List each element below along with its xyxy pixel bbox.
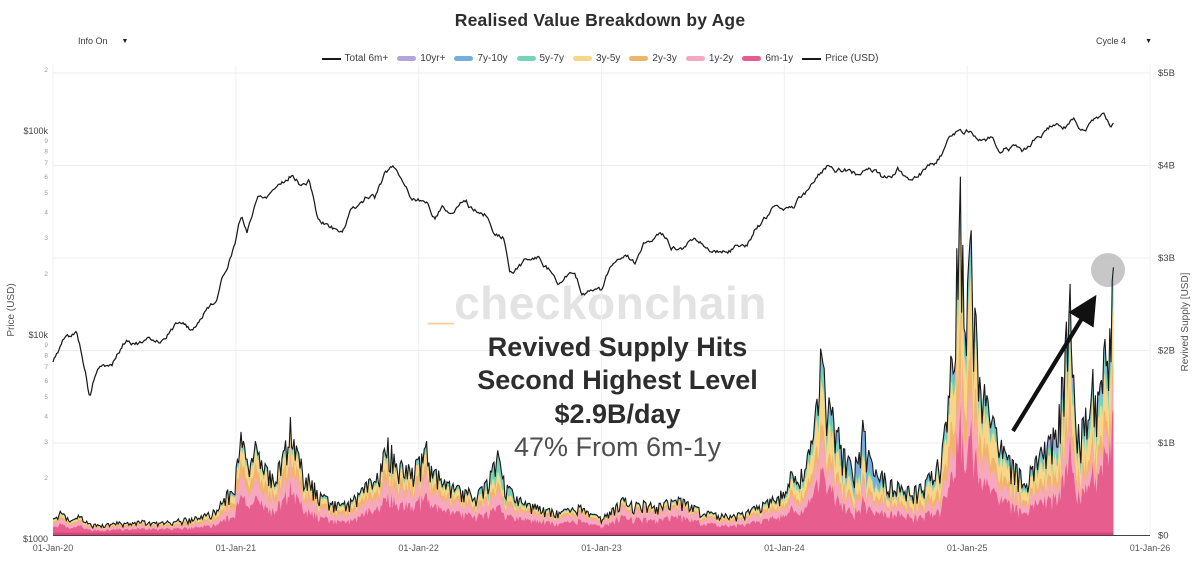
legend-item-3y-5y[interactable]: 3y-5y xyxy=(572,53,621,64)
legend-item-label: 2y-3y xyxy=(652,53,677,64)
legend-item-price-usd-[interactable]: Price (USD) xyxy=(802,53,878,64)
y-right-tick-label: $1B xyxy=(1158,438,1175,449)
y-left-minor-tick: 5 xyxy=(44,394,48,401)
legend-swatch-icon xyxy=(321,57,341,60)
legend-item-5y-7y[interactable]: 5y-7y xyxy=(516,53,564,64)
annotation-line-2: Second Highest Level xyxy=(477,365,758,396)
legend-item-label: 1y-2y xyxy=(708,53,734,64)
y-left-minor-tick: 6 xyxy=(44,378,48,385)
annotation-block: Revived Supply Hits Second Highest Level… xyxy=(390,331,845,465)
legend-swatch-icon xyxy=(742,56,762,61)
legend-item-6m-1y[interactable]: 6m-1y xyxy=(742,53,793,64)
y-left-minor-tick: 8 xyxy=(44,352,48,359)
legend-item-label: 7y-10y xyxy=(477,53,508,64)
y-right-tick-label: $5B xyxy=(1158,68,1175,79)
info-toggle-label: Info On xyxy=(78,36,108,46)
annotation-line-3: $2.9B/day xyxy=(554,398,681,429)
y-right-tick-label: $0 xyxy=(1158,531,1169,542)
annotation-line-1: Revived Supply Hits xyxy=(487,332,748,362)
legend-swatch-icon xyxy=(685,56,705,61)
legend-swatch-icon xyxy=(454,56,474,61)
y-right-tick-label: $2B xyxy=(1158,346,1175,357)
y-left-axis-title: Price (USD) xyxy=(6,283,17,336)
x-tick-label: 01-Jan-20 xyxy=(33,543,74,553)
x-tick-label: 01-Jan-21 xyxy=(216,543,257,553)
legend-swatch-icon xyxy=(802,57,822,60)
legend-item-10yr-[interactable]: 10yr+ xyxy=(397,53,445,64)
annotation-line-4: 47% From 6m-1y xyxy=(513,432,722,463)
y-left-minor-tick: 2 xyxy=(44,271,48,278)
legend-item-label: Total 6m+ xyxy=(344,53,389,64)
x-tick-label: 01-Jan-24 xyxy=(764,543,805,553)
y-left-minor-tick: 2 xyxy=(44,475,48,482)
watermark-text: checkonchain xyxy=(454,277,767,329)
y-left-minor-tick: 9 xyxy=(44,342,48,349)
chevron-down-icon: ▼ xyxy=(1145,37,1152,45)
y-left-minor-tick: 7 xyxy=(44,364,48,371)
chevron-down-icon: ▼ xyxy=(121,37,129,45)
y-left-minor-tick: 2 xyxy=(44,67,48,74)
y-left-tick-label: $1000 xyxy=(23,534,48,544)
legend-swatch-icon xyxy=(516,56,536,61)
x-tick-label: 01-Jan-22 xyxy=(398,543,439,553)
legend-item-label: 10yr+ xyxy=(420,53,446,64)
legend-swatch-icon xyxy=(629,56,649,61)
y-left-minor-tick: 8 xyxy=(44,148,48,155)
y-left-minor-tick: 4 xyxy=(44,414,48,421)
legend-item-1y-2y[interactable]: 1y-2y xyxy=(685,53,734,64)
legend-item-7y-10y[interactable]: 7y-10y xyxy=(454,53,508,64)
y-left-tick-label: $10k xyxy=(28,330,48,340)
legend-item-label: Price (USD) xyxy=(825,53,879,64)
cycle-selector-label: Cycle 4 xyxy=(1096,36,1127,46)
page-title: Realised Value Breakdown by Age xyxy=(454,10,746,30)
y-right-tick-label: $4B xyxy=(1158,161,1175,172)
x-tick-label: 01-Jan-26 xyxy=(1130,543,1171,553)
y-left-minor-tick: 9 xyxy=(44,138,48,145)
y-right-tick-label: $3B xyxy=(1158,253,1175,264)
legend-item-total-6m-[interactable]: Total 6m+ xyxy=(321,53,389,64)
info-toggle-dropdown[interactable]: Info On ▼ xyxy=(78,36,128,46)
price-line xyxy=(52,112,1114,396)
y-left-minor-tick: 4 xyxy=(44,210,48,217)
x-tick-label: 01-Jan-23 xyxy=(581,543,622,553)
legend-item-label: 5y-7y xyxy=(539,53,564,64)
legend-item-2y-3y[interactable]: 2y-3y xyxy=(629,53,677,64)
axis-labels: 01-Jan-20 01-Jan-21 01-Jan-22 01-Jan-23 01-J… xyxy=(6,67,1191,553)
watermark-underscore: _ xyxy=(428,277,455,329)
area-6m-1y xyxy=(53,405,1114,536)
y-left-tick-label: $100k xyxy=(23,126,48,136)
trend-arrow xyxy=(1011,294,1097,433)
y-left-minor-tick: 6 xyxy=(44,174,48,181)
highlight-circle-marker xyxy=(1091,253,1125,287)
y-left-minor-tick: 3 xyxy=(44,235,48,242)
y-left-minor-tick: 3 xyxy=(44,439,48,446)
legend-item-label: 6m-1y xyxy=(765,53,794,64)
total-6m-line xyxy=(52,176,1114,530)
stacked-areas xyxy=(53,176,1114,536)
y-left-minor-tick: 5 xyxy=(44,190,48,197)
checkonchain-watermark: _checkonchain xyxy=(428,276,767,330)
x-tick-label: 01-Jan-25 xyxy=(947,543,988,553)
y-left-minor-tick: 7 xyxy=(44,160,48,167)
legend: Total 6m+ 10yr+ 7y-10y 5y-7y 3y-5y 2y-3y 1y-2y… xyxy=(0,53,1200,64)
legend-item-label: 3y-5y xyxy=(595,53,621,64)
legend-swatch-icon xyxy=(397,56,417,61)
y-right-axis-title: Revived Supply [USD] xyxy=(1180,272,1191,371)
cycle-selector-dropdown[interactable]: Cycle 4 ▼ xyxy=(1096,36,1152,46)
legend-swatch-icon xyxy=(572,56,592,61)
